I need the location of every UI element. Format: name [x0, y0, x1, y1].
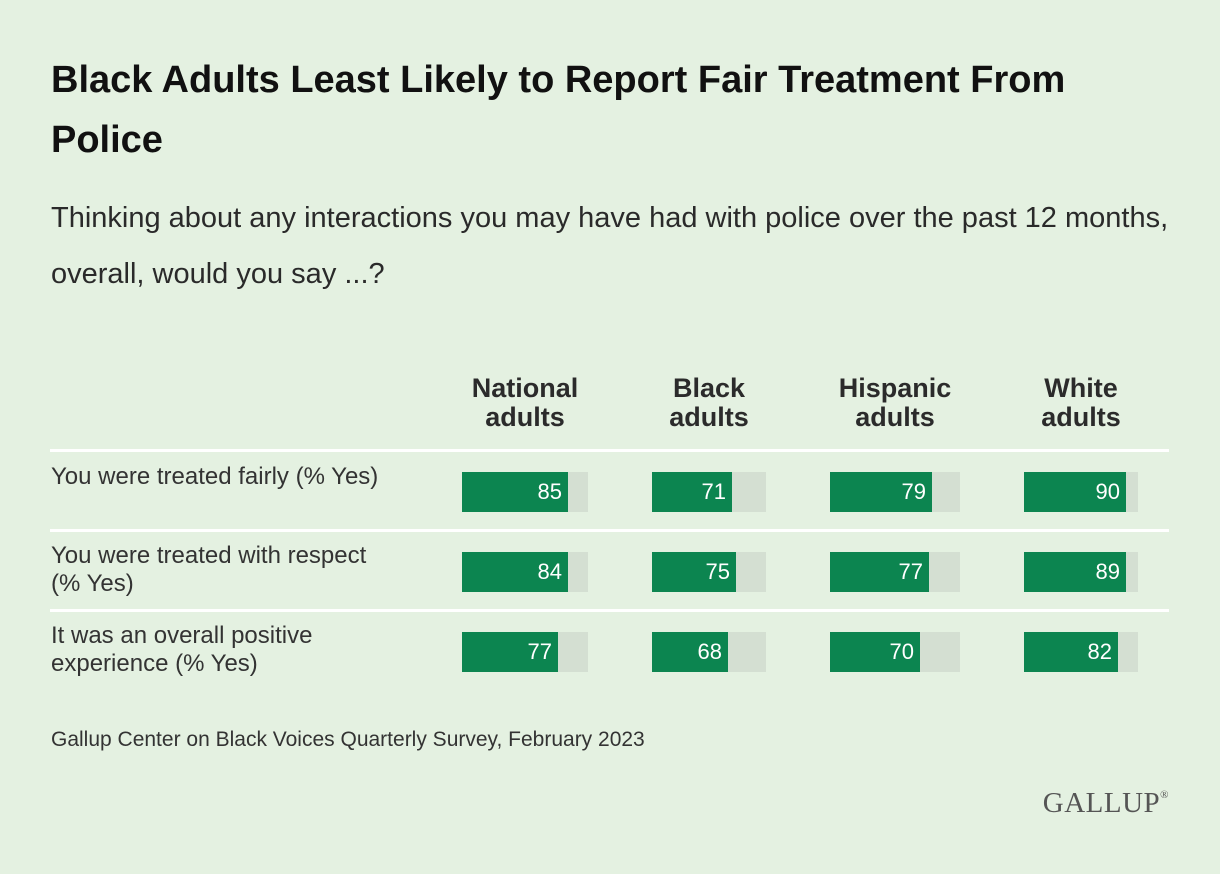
bar-value-label: 71 [701, 479, 726, 504]
bar-track: 85 [462, 472, 588, 512]
row-separator [50, 449, 1169, 452]
bar-value-label: 82 [1087, 639, 1112, 664]
bar-track: 89 [1024, 552, 1138, 592]
column-header-line: White [1044, 373, 1118, 403]
bar-value-label: 70 [889, 639, 914, 664]
column-header-line: Hispanic [838, 373, 952, 403]
column-header-line: adults [485, 402, 565, 432]
bar: 68 [652, 632, 728, 672]
bar-value-label: 75 [705, 559, 730, 584]
bar-track: 82 [1024, 632, 1138, 672]
bar: 77 [830, 552, 929, 592]
column-header: White adults [991, 374, 1171, 432]
bar-value-label: 85 [537, 479, 562, 504]
bar-value-label: 79 [901, 479, 926, 504]
column-header-line: National [471, 373, 579, 403]
logo-text: GALLUP [1042, 787, 1161, 819]
bar-value-label: 77 [527, 639, 552, 664]
bar: 79 [830, 472, 932, 512]
bar-value-label: 68 [697, 639, 722, 664]
bar: 71 [652, 472, 732, 512]
column-header-line: adults [1041, 402, 1121, 432]
column-header-line: adults [855, 402, 935, 432]
chart-title: Black Adults Least Likely to Report Fair… [51, 59, 1066, 161]
bar-track: 68 [652, 632, 766, 672]
row-separator [50, 609, 1169, 612]
bar: 70 [830, 632, 920, 672]
bar-value-label: 77 [898, 559, 923, 584]
bar: 90 [1024, 472, 1126, 512]
bar-track: 77 [462, 632, 588, 672]
bar-track: 71 [652, 472, 766, 512]
bar: 84 [462, 552, 568, 592]
column-header-line: adults [669, 402, 749, 432]
bar-track: 70 [830, 632, 960, 672]
chart-subtitle: Thinking about any interactions you may … [51, 202, 1169, 290]
column-header: National adults [435, 374, 615, 432]
column-header-line: Black [672, 373, 746, 403]
source-note: Gallup Center on Black Voices Quarterly … [51, 728, 645, 751]
bar: 89 [1024, 552, 1126, 592]
column-header: Black adults [619, 374, 799, 432]
bar-track: 79 [830, 472, 960, 512]
bar-track: 75 [652, 552, 766, 592]
row-label: You were treated fairly (% Yes) [51, 463, 379, 490]
bar-value-label: 90 [1095, 479, 1120, 504]
row-label: It was an overall positive experience (%… [51, 622, 313, 677]
bar-track: 90 [1024, 472, 1138, 512]
bar-value-label: 89 [1095, 559, 1120, 584]
bar: 85 [462, 472, 568, 512]
bar-track: 77 [830, 552, 960, 592]
gallup-logo: GALLUP® [1042, 787, 1169, 819]
bar: 75 [652, 552, 736, 592]
bar: 82 [1024, 632, 1118, 672]
row-label: You were treated with respect (% Yes) [51, 542, 367, 597]
column-header: Hispanic adults [805, 374, 985, 432]
bar: 77 [462, 632, 558, 672]
bar-value-label: 84 [537, 559, 562, 584]
row-separator [50, 529, 1169, 532]
bar-track: 84 [462, 552, 588, 592]
